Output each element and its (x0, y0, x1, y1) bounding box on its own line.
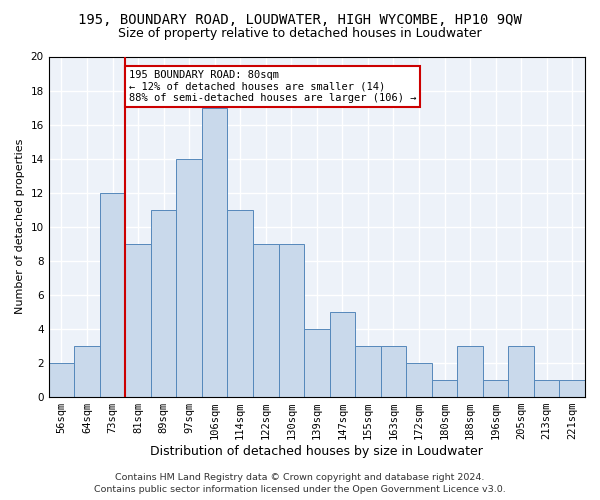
Bar (432, 380, 457, 396)
X-axis label: Distribution of detached houses by size in Loudwater: Distribution of detached houses by size … (151, 444, 483, 458)
Text: 195 BOUNDARY ROAD: 80sqm
← 12% of detached houses are smaller (14)
88% of semi-d: 195 BOUNDARY ROAD: 80sqm ← 12% of detach… (129, 70, 416, 103)
Bar (329, 312, 355, 396)
Bar (227, 210, 253, 396)
Text: Size of property relative to detached houses in Loudwater: Size of property relative to detached ho… (118, 28, 482, 40)
Bar (278, 244, 304, 396)
Bar (483, 380, 508, 396)
Bar (151, 210, 176, 396)
Bar (406, 362, 432, 396)
Bar (125, 244, 151, 396)
Bar (202, 108, 227, 397)
Bar (74, 346, 100, 397)
Bar (253, 244, 278, 396)
Bar (100, 192, 125, 396)
Bar (534, 380, 559, 396)
Text: Contains HM Land Registry data © Crown copyright and database right 2024.
Contai: Contains HM Land Registry data © Crown c… (94, 472, 506, 494)
Bar (49, 362, 74, 396)
Bar (355, 346, 380, 397)
Bar (559, 380, 585, 396)
Bar (176, 158, 202, 396)
Bar (304, 328, 329, 396)
Text: 195, BOUNDARY ROAD, LOUDWATER, HIGH WYCOMBE, HP10 9QW: 195, BOUNDARY ROAD, LOUDWATER, HIGH WYCO… (78, 12, 522, 26)
Bar (508, 346, 534, 397)
Bar (457, 346, 483, 397)
Bar (380, 346, 406, 397)
Y-axis label: Number of detached properties: Number of detached properties (15, 139, 25, 314)
